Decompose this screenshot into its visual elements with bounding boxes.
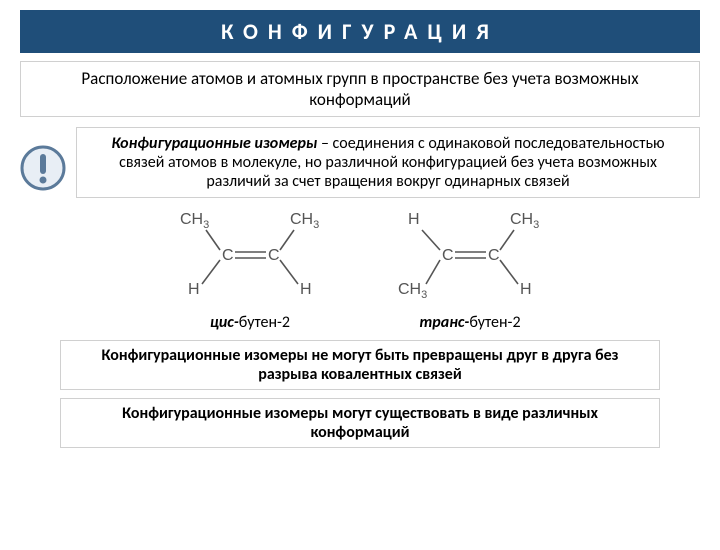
note-1-box: Конфигурационные изомеры не могут быть п… xyxy=(60,340,660,390)
trans-prefix: транс- xyxy=(419,313,469,332)
trans-name: бутен-2 xyxy=(469,313,520,332)
note-2-box: Конфигурационные изомеры могут существов… xyxy=(60,398,660,448)
note-1-text: Конфигурационные изомеры не могут быть п… xyxy=(102,346,619,384)
svg-text:C: C xyxy=(442,247,454,264)
svg-text:C: C xyxy=(488,247,500,264)
svg-text:C: C xyxy=(222,247,234,264)
definition-term: Конфигурационные изомеры xyxy=(111,134,317,153)
trans-label: транс-бутен-2 xyxy=(380,313,560,332)
cis-molecule: CH3 CH3 H H C C цис-бутен-2 xyxy=(160,206,340,332)
svg-text:CH3: CH3 xyxy=(290,211,319,231)
svg-text:H: H xyxy=(408,211,420,228)
trans-molecule: H CH3 CH3 H C C транс-бутен-2 xyxy=(380,206,560,332)
subtitle-text: Расположение атомов и атомных групп в пр… xyxy=(81,68,638,110)
cis-name: бутен-2 xyxy=(239,313,290,332)
trans-structure-icon: H CH3 CH3 H C C xyxy=(380,206,560,306)
definition-row: Конфигурационные изомеры – соединения с … xyxy=(20,127,700,198)
cis-structure-icon: CH3 CH3 H H C C xyxy=(160,206,340,306)
svg-text:H: H xyxy=(300,281,312,298)
exclamation-icon xyxy=(20,145,66,191)
cis-label: цис-бутен-2 xyxy=(160,313,340,332)
title-text: КОНФИГУРАЦИЯ xyxy=(221,18,499,45)
svg-text:CH3: CH3 xyxy=(510,211,539,231)
svg-text:H: H xyxy=(520,281,532,298)
definition-box: Конфигурационные изомеры – соединения с … xyxy=(76,127,700,198)
svg-text:CH3: CH3 xyxy=(398,281,427,301)
svg-text:C: C xyxy=(268,247,280,264)
cis-prefix: цис- xyxy=(210,313,239,332)
note-2-text: Конфигурационные изомеры могут существов… xyxy=(122,404,598,442)
molecules-row: CH3 CH3 H H C C цис-бутен-2 H xyxy=(0,206,720,332)
svg-text:CH3: CH3 xyxy=(180,211,209,231)
svg-text:H: H xyxy=(188,281,200,298)
title-bar: КОНФИГУРАЦИЯ xyxy=(20,10,700,53)
subtitle-box: Расположение атомов и атомных групп в пр… xyxy=(20,61,700,117)
